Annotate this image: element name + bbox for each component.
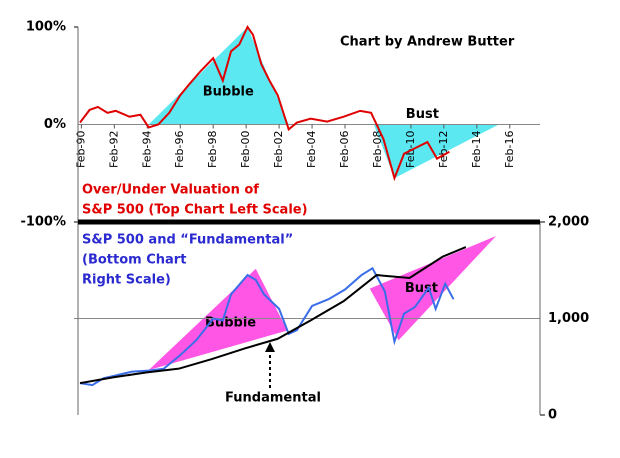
y-tick-label: -100% [20, 215, 66, 230]
y-tick-label: 1,000 [548, 311, 589, 326]
x-tick-label: Feb-02 [272, 131, 285, 168]
x-tick-label: Feb-90 [74, 131, 87, 168]
y-tick-label: 2,000 [548, 215, 589, 230]
x-tick-label: Feb-14 [470, 131, 483, 168]
legend-text: S&P 500 and “Fundamental” [82, 233, 293, 248]
x-tick-label: Feb-12 [437, 131, 450, 168]
series-line [79, 246, 467, 385]
legend-text: (Bottom Chart [82, 253, 186, 268]
x-tick-label: Feb-96 [173, 131, 186, 168]
region [148, 27, 289, 125]
x-tick-label: Feb-92 [107, 131, 120, 168]
x-tick-label: Feb-06 [338, 131, 351, 168]
series-line [79, 25, 450, 182]
region-label: Bubble [203, 85, 254, 100]
region [369, 235, 497, 341]
region-label: Bust [405, 281, 438, 296]
x-tick-label: Feb-94 [140, 131, 153, 168]
series-label: Fundamental [225, 391, 321, 406]
x-tick-label: Feb-98 [206, 131, 219, 168]
legend-text: Right Scale) [82, 273, 171, 288]
x-tick-label: Feb-08 [371, 131, 384, 168]
y-tick-label: 0 [548, 408, 557, 423]
y-tick-label: 0% [44, 117, 66, 132]
x-tick-label: Feb-10 [404, 131, 417, 168]
y-tick-label: 100% [26, 20, 66, 35]
x-tick-label: Feb-00 [239, 131, 252, 168]
legend-text: S&P 500 (Top Chart Left Scale) [82, 203, 308, 218]
arrow-head [265, 342, 275, 352]
region-label: Bust [406, 107, 439, 122]
x-tick-label: Feb-04 [305, 131, 318, 168]
x-tick-label: Feb-16 [503, 131, 516, 168]
region [373, 124, 499, 179]
credit: Chart by Andrew Butter [340, 35, 515, 50]
legend-text: Over/Under Valuation of [82, 183, 259, 198]
series-line [79, 266, 455, 387]
